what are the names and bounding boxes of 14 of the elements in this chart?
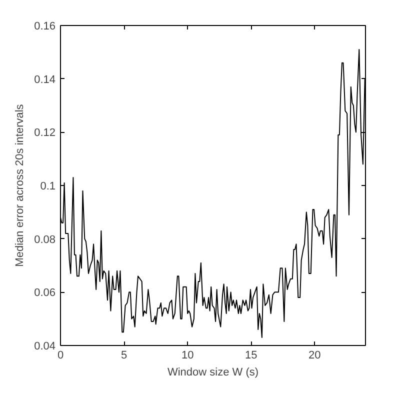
x-tick-label: 20 [308, 350, 321, 362]
x-tick-label: 15 [245, 350, 258, 362]
y-tick-label: 0.12 [34, 127, 56, 140]
y-tick-label: 0.16 [34, 20, 56, 32]
y-axis-title: Median error across 20s intervals [14, 104, 26, 267]
x-tick-label: 10 [181, 350, 194, 362]
y-tick-label: 0.1 [40, 180, 56, 192]
x-axis-title: Window size W (s) [167, 366, 259, 378]
x-tick-label: 0 [57, 350, 64, 362]
y-tick-label: 0.04 [34, 340, 56, 352]
y-tick-label: 0.08 [34, 234, 56, 246]
y-tick-label: 0.06 [34, 287, 56, 300]
x-tick-label: 5 [120, 350, 128, 362]
y-tick-label: 0.14 [34, 74, 56, 86]
